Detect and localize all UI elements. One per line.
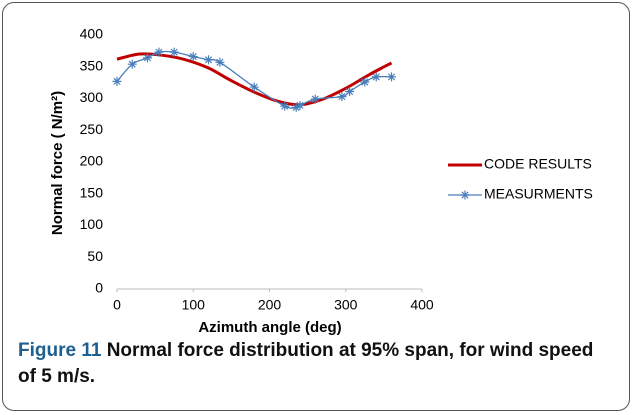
figure-frame: [2, 2, 630, 411]
caption-label: Figure 11: [18, 340, 102, 361]
y-tick-label: 0: [95, 280, 103, 296]
x-tick-label: 0: [113, 297, 121, 313]
y-tick-label: 50: [87, 248, 103, 264]
legend-label: CODE RESULTS: [484, 156, 592, 172]
data-point: [371, 72, 381, 82]
data-point: [310, 94, 320, 104]
data-point: [387, 72, 396, 82]
y-tick-label: 350: [80, 57, 104, 73]
data-point: [295, 100, 305, 110]
data-point: [127, 59, 137, 69]
legend-label: MEASURMENTS: [484, 186, 593, 202]
y-tick-label: 100: [80, 216, 104, 232]
data-point: [215, 57, 225, 67]
x-tick-label: 300: [334, 297, 358, 313]
data-point: [337, 92, 347, 102]
y-tick-label: 300: [80, 89, 104, 105]
data-point: [345, 87, 355, 97]
y-axis-title: Normal force ( N/m²): [49, 91, 66, 235]
x-tick-label: 100: [182, 297, 206, 313]
x-axis-title: Azimuth angle (deg): [198, 319, 341, 336]
data-point: [143, 53, 152, 63]
data-point: [204, 55, 213, 65]
y-tick-label: 250: [80, 121, 104, 137]
data-point: [291, 102, 301, 112]
caption: Figure 11 Normal force distribution at 9…: [18, 338, 608, 390]
data-point: [249, 82, 259, 92]
legend-marker: [460, 190, 470, 200]
y-tick-label: 400: [80, 26, 104, 42]
series-line: [116, 52, 393, 107]
data-point: [112, 76, 122, 86]
y-tick-label: 150: [80, 184, 104, 200]
x-tick-label: 200: [258, 297, 282, 313]
data-point: [188, 52, 198, 62]
x-tick-label: 400: [410, 297, 434, 313]
caption-text: Normal force distribution at 95% span, f…: [18, 340, 594, 387]
data-point: [154, 47, 164, 57]
data-point: [169, 47, 179, 57]
y-tick-label: 200: [80, 153, 104, 169]
data-point: [360, 77, 370, 87]
data-point: [280, 101, 290, 111]
series-line: [116, 50, 392, 109]
